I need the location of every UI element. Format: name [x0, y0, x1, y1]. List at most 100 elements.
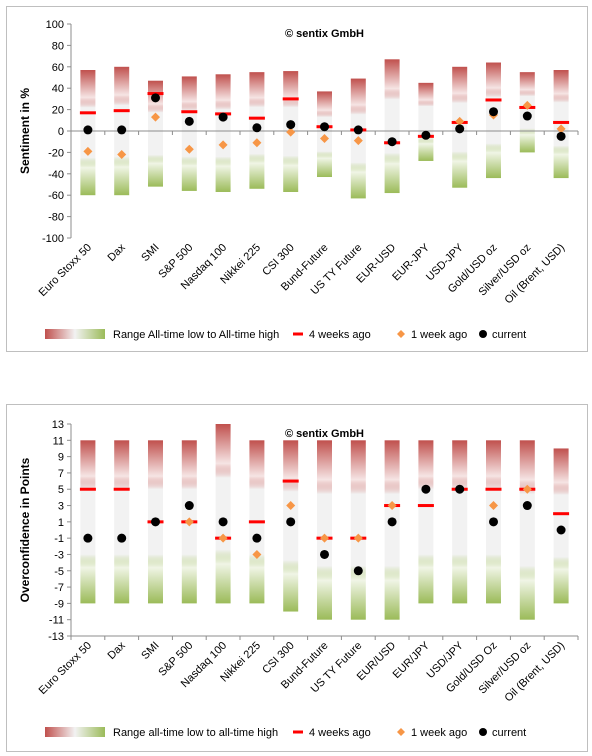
y-tick-label: 60 — [52, 62, 64, 74]
marker-current — [83, 125, 93, 135]
legend-1-week-swatch — [397, 330, 405, 338]
y-tick-label: 13 — [52, 419, 64, 431]
marker-current — [117, 533, 127, 543]
y-tick-label: -13 — [48, 631, 64, 643]
range-bar-4 — [215, 424, 231, 604]
overconfidence-chart: © sentix GmbH-13-11-9-7-5-3-1135791113Ov… — [18, 419, 579, 739]
marker-1-week-ago — [353, 136, 363, 146]
y-tick-label: -9 — [54, 598, 64, 610]
marker-current — [320, 549, 329, 559]
y-tick-label: 40 — [52, 83, 64, 95]
y-tick-label: -80 — [48, 212, 64, 224]
legend-range-swatch — [45, 329, 105, 339]
marker-1-week-ago — [184, 144, 194, 154]
marker-current — [387, 517, 397, 527]
range-bar-12 — [486, 62, 501, 179]
marker-current — [218, 112, 228, 122]
x-tick-label: SMI — [139, 640, 161, 662]
marker-current — [353, 125, 363, 135]
legend-range-label: Range All-time low to All-time high — [113, 329, 279, 341]
y-tick-label: -60 — [48, 190, 64, 202]
marker-current — [252, 123, 262, 133]
x-tick-label: Oil (Brent, USD) — [503, 242, 568, 307]
marker-1-week-ago — [320, 533, 329, 543]
legend-1-week-swatch — [397, 728, 405, 736]
marker-current — [252, 533, 262, 543]
legend-current-label: current — [492, 329, 526, 341]
legend-range-label: Range all-time low to all-time high — [113, 727, 278, 739]
marker-1-week-ago — [489, 501, 498, 511]
x-tick-label: SMI — [139, 242, 161, 264]
marker-1-week-ago — [151, 112, 160, 122]
marker-4-weeks-ago — [113, 109, 130, 113]
y-tick-label: -40 — [48, 169, 64, 181]
marker-current — [218, 517, 228, 527]
x-tick-label: Euro Stoxx 50 — [37, 242, 94, 299]
marker-4-weeks-ago — [485, 98, 502, 102]
range-bar-7 — [317, 440, 332, 620]
marker-1-week-ago — [455, 116, 465, 126]
marker-current — [184, 501, 194, 511]
y-axis-label: Sentiment in % — [18, 88, 32, 174]
legend-4-weeks-swatch — [293, 730, 303, 734]
marker-4-weeks-ago — [79, 111, 96, 115]
y-tick-label: -20 — [48, 147, 64, 159]
x-tick-label: Oil (Brent, USD) — [503, 640, 568, 705]
marker-1-week-ago — [522, 100, 532, 110]
marker-current — [353, 566, 363, 576]
watermark: © sentix GmbH — [285, 428, 364, 440]
y-tick-label: -5 — [54, 566, 64, 578]
range-bar-9 — [384, 59, 400, 194]
marker-1-week-ago — [286, 127, 296, 137]
marker-current — [117, 125, 127, 135]
watermark: © sentix GmbH — [285, 28, 364, 40]
y-tick-label: 1 — [58, 517, 64, 529]
marker-current — [151, 517, 160, 527]
y-tick-label: 11 — [53, 435, 64, 447]
x-tick-label: Euro Stoxx 50 — [37, 640, 94, 697]
marker-current — [83, 533, 93, 543]
marker-4-weeks-ago — [248, 520, 265, 524]
marker-current — [556, 525, 566, 535]
y-tick-label: 7 — [58, 468, 64, 480]
marker-current — [455, 124, 465, 134]
range-bar-14 — [553, 70, 569, 179]
marker-current — [489, 517, 498, 527]
legend-1-week-label: 1 week ago — [411, 727, 467, 739]
marker-1-week-ago — [117, 150, 127, 160]
marker-1-week-ago — [252, 138, 262, 148]
legend-1-week-label: 1 week ago — [411, 329, 467, 341]
sentiment-chart: © sentix GmbH -100 -80 -60 -40 -20 0 20 40 60 80 10… — [18, 19, 579, 341]
marker-4-weeks-ago — [417, 504, 434, 508]
y-tick-label: 5 — [58, 484, 64, 496]
legend-current-swatch — [479, 330, 487, 338]
marker-4-weeks-ago — [282, 97, 299, 101]
marker-current — [184, 116, 194, 126]
range-bar-13 — [519, 440, 535, 620]
legend-range-swatch — [45, 727, 105, 737]
y-tick-label: 3 — [58, 501, 64, 513]
y-tick-label: -100 — [42, 233, 64, 245]
legend-current-label: current — [492, 727, 526, 739]
marker-4-weeks-ago — [282, 479, 299, 483]
range-bar-1 — [114, 440, 130, 604]
legend-4-weeks-swatch — [293, 332, 303, 336]
y-tick-label: -1 — [54, 533, 64, 545]
legend-current-swatch — [479, 728, 487, 736]
range-bar-4 — [215, 74, 231, 192]
marker-4-weeks-ago — [553, 120, 570, 124]
marker-current — [421, 130, 431, 140]
range-bar-10 — [418, 440, 434, 604]
y-tick-label: -7 — [54, 582, 64, 594]
y-tick-label: -3 — [54, 549, 64, 561]
x-tick-label: Dax — [106, 639, 129, 662]
marker-current — [387, 137, 397, 147]
marker-4-weeks-ago — [113, 487, 130, 491]
y-tick-label: 0 — [58, 126, 64, 138]
marker-current — [455, 484, 465, 494]
marker-current — [286, 517, 296, 527]
marker-4-weeks-ago — [181, 110, 198, 114]
sentiment-chart-panel: © sentix GmbH -100 -80 -60 -40 -20 0 20 40 60 80 10… — [6, 6, 588, 352]
range-bar-3 — [181, 76, 197, 191]
y-tick-label: 9 — [58, 452, 64, 464]
